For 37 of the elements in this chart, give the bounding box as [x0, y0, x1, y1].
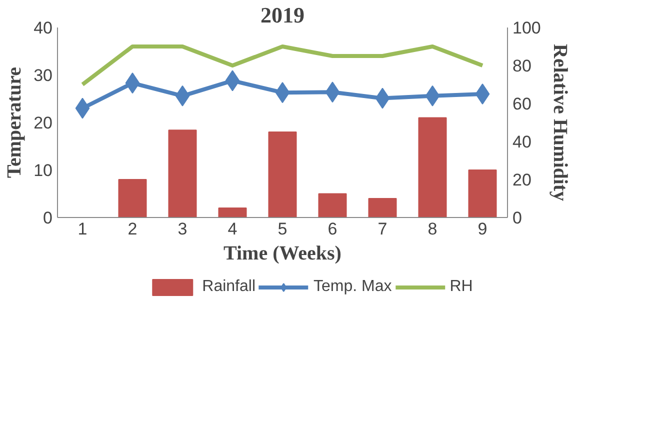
y2-tick-label: 60 [512, 94, 532, 114]
x-tick-label: 9 [478, 220, 488, 238]
x-tick-label: 4 [228, 220, 238, 238]
x-tick-label: 5 [278, 220, 288, 238]
point [475, 84, 490, 104]
bar [218, 208, 247, 218]
y2-tick-label: 40 [512, 132, 532, 152]
y2-axis-title: Relative Humidity [548, 44, 571, 202]
y2-tick-label: 20 [512, 170, 532, 190]
y-axis-title: Temperature [4, 66, 26, 178]
x-tick-label: 8 [428, 220, 438, 238]
y-tick-label: 0 [43, 208, 53, 228]
y2-tick-label: 100 [512, 18, 541, 38]
x-tick-label: 1 [78, 220, 88, 238]
y2-tick-label: 80 [512, 56, 532, 76]
legend-label: Rainfall [202, 278, 256, 296]
line-series [80, 44, 484, 86]
bar [468, 170, 497, 218]
bar [318, 193, 347, 218]
legend-label: Temp. Max [314, 278, 392, 296]
bar [268, 132, 297, 218]
x-tick-label: 6 [328, 220, 338, 238]
bar [168, 130, 197, 218]
chart-title: 2019 [260, 2, 304, 28]
x-tick-label: 3 [178, 220, 188, 238]
y-tick-label: 40 [34, 18, 53, 38]
bar [368, 198, 397, 218]
x-tick-label: 7 [378, 220, 388, 238]
y-tick-label: 30 [34, 66, 53, 85]
y-tick-label: 20 [34, 114, 53, 132]
x-tick-label: 2 [128, 220, 138, 238]
bar [418, 117, 447, 218]
y2-tick-label: 0 [512, 208, 522, 228]
legend-label: RH [450, 278, 473, 296]
bar [118, 179, 147, 218]
x-axis-title: Time (Weeks) [224, 242, 342, 264]
y-tick-label: 10 [34, 161, 53, 180]
